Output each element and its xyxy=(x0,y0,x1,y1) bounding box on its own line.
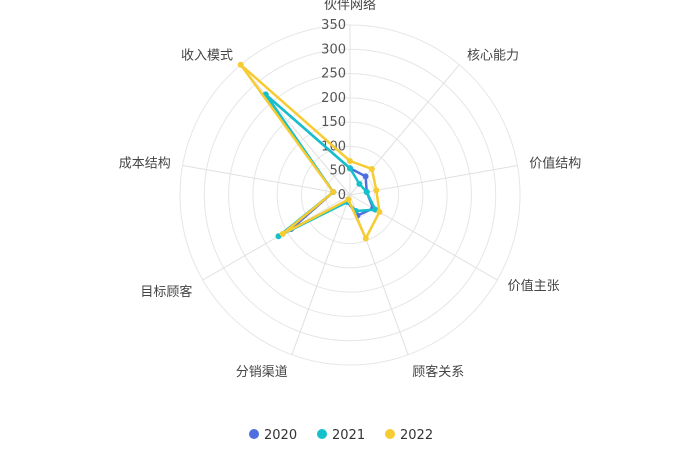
axis-line-8 xyxy=(240,64,351,196)
indicator-label-3: 价值主张 xyxy=(508,278,560,294)
axis-line-7 xyxy=(182,164,351,196)
tick-label: 250 xyxy=(321,67,346,82)
data-point-2020-1[interactable] xyxy=(362,173,369,180)
series-layer xyxy=(237,61,383,242)
indicator-label-2: 价值结构 xyxy=(529,155,581,171)
legend-marker-2022 xyxy=(385,429,395,439)
indicator-label-6: 目标顾客 xyxy=(140,284,192,300)
data-point-2022-8[interactable] xyxy=(237,61,244,68)
legend-marker-2021 xyxy=(317,429,327,439)
indicator-label-8: 收入模式 xyxy=(181,49,233,64)
indicator-label-0: 伙伴网络 xyxy=(324,0,376,13)
tick-label: 300 xyxy=(321,42,346,57)
data-point-2021-2[interactable] xyxy=(363,189,370,196)
axis-line-1 xyxy=(349,64,460,196)
data-point-2022-7[interactable] xyxy=(330,189,337,196)
data-point-2021-0[interactable] xyxy=(347,165,353,172)
tick-label: 0 xyxy=(338,188,346,203)
tick-label: 350 xyxy=(321,18,346,33)
data-point-2022-6[interactable] xyxy=(279,230,286,237)
tick-label: 200 xyxy=(321,91,346,106)
tick-label: 150 xyxy=(321,115,346,130)
data-point-2021-1[interactable] xyxy=(356,180,363,187)
legend-label-2020: 2020 xyxy=(264,428,297,443)
tick-label: 50 xyxy=(329,164,346,179)
legend-label-2022: 2022 xyxy=(400,428,433,443)
legend-marker-2020 xyxy=(249,429,259,439)
axis-line-4 xyxy=(349,194,409,355)
series-line-2022 xyxy=(239,63,381,240)
legend: 2020 2021 2022 xyxy=(249,428,433,443)
indicator-label-5: 分销渠道 xyxy=(236,365,288,380)
axis-line-5 xyxy=(291,194,351,355)
legend-item-2022[interactable]: 2022 xyxy=(385,428,433,443)
data-point-2022-1[interactable] xyxy=(368,165,375,172)
indicator-label-7: 成本结构 xyxy=(119,156,171,171)
data-point-2022-5[interactable] xyxy=(345,196,352,203)
data-point-2022-0[interactable] xyxy=(347,158,353,164)
legend-label-2021: 2021 xyxy=(332,428,365,443)
axis-lines xyxy=(182,25,518,355)
data-point-2022-2[interactable] xyxy=(373,187,380,194)
series-2022 xyxy=(237,61,383,242)
legend-item-2021[interactable]: 2021 xyxy=(317,428,365,443)
data-point-2022-4[interactable] xyxy=(362,235,369,242)
data-point-2022-3[interactable] xyxy=(376,209,383,215)
indicator-label-1: 核心能力 xyxy=(467,49,519,64)
legend-item-2020[interactable]: 2020 xyxy=(249,428,297,443)
indicator-label-4: 顾客关系 xyxy=(412,364,464,380)
